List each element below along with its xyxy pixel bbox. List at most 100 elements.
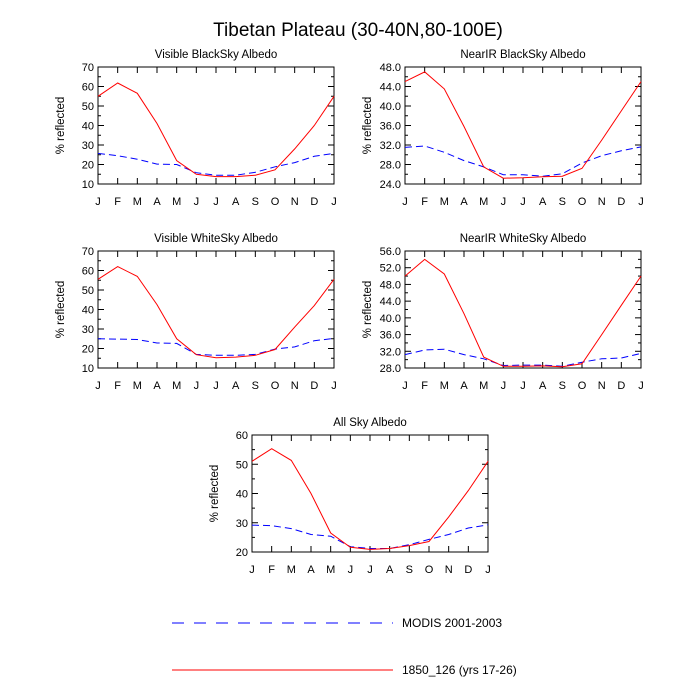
x-tick-label: M [133,380,142,392]
y-axis-label: % reflected [209,465,221,523]
x-tick-label: N [291,196,299,208]
plot-frame [404,250,642,369]
y-axis-label: % reflected [362,97,374,155]
panel-title: All Sky Albedo [333,417,407,429]
x-tick-label: N [445,564,453,576]
series-line-modis [97,152,335,176]
x-tick-label: F [114,196,121,208]
x-tick-label: A [232,196,240,208]
series-line-modis [404,145,642,177]
panel-title: Visible BlackSky Albedo [155,49,278,61]
y-tick-label: 44.0 [380,82,401,94]
x-tick-label: M [440,380,449,392]
x-tick-label: M [172,380,181,392]
series-line-modis [251,524,489,549]
x-tick-label: S [559,196,566,208]
x-tick-label: A [307,564,315,576]
x-tick-label: J [520,196,526,208]
panel-title: Visible WhiteSky Albedo [154,233,278,245]
y-tick-label: 36.0 [380,121,401,133]
y-axis-label: % reflected [55,97,67,155]
x-tick-label: F [114,380,121,392]
figure-title: Tibetan Plateau (30-40N,80-100E) [213,20,503,41]
x-tick-label: F [421,196,428,208]
plot-frame [97,66,335,185]
series-line-modis [404,348,642,367]
x-tick-label: J [213,196,219,208]
x-tick-label: J [95,196,101,208]
x-tick-label: M [479,196,488,208]
y-tick-label: 50 [236,459,248,471]
x-tick-label: J [331,196,337,208]
legend: MODIS 2001-2003 1850_126 (yrs 17-26) [172,616,517,677]
x-tick-label: N [598,196,606,208]
legend-label-1: 1850_126 (yrs 17-26) [402,663,517,677]
x-tick-label: A [460,380,468,392]
x-tick-label: S [406,564,413,576]
x-tick-label: D [464,564,472,576]
y-tick-label: 50 [82,285,94,297]
x-tick-label: J [501,380,507,392]
y-tick-label: 30 [82,324,94,336]
x-tick-label: A [153,196,161,208]
y-tick-label: 30 [236,518,248,530]
y-tick-label: 40 [82,305,94,317]
x-tick-label: N [598,380,606,392]
y-tick-label: 50 [82,101,94,113]
y-tick-label: 10 [82,179,94,191]
y-tick-label: 40.0 [380,101,401,113]
y-tick-label: 70 [82,62,94,74]
x-tick-label: N [291,380,299,392]
x-tick-label: J [638,380,644,392]
x-tick-label: J [485,564,491,576]
series-line-model [97,82,335,178]
x-tick-label: S [559,380,566,392]
x-tick-label: J [331,380,337,392]
x-tick-label: J [194,380,200,392]
y-tick-label: 20 [82,160,94,172]
y-axis-label: % reflected [362,281,374,339]
plot-frame [251,434,489,553]
x-tick-label: A [539,380,547,392]
series-line-model [404,71,642,179]
series-line-modis [97,337,335,356]
y-tick-label: 60 [82,82,94,94]
x-tick-label: S [252,196,259,208]
x-tick-label: J [95,380,101,392]
y-tick-label: 56.0 [380,246,401,258]
y-tick-label: 48.0 [380,62,401,74]
x-tick-label: M [287,564,296,576]
series-line-model [251,448,489,550]
y-tick-label: 30 [82,140,94,152]
legend-label-0: MODIS 2001-2003 [402,616,502,630]
y-tick-label: 40 [82,121,94,133]
x-tick-label: M [172,196,181,208]
y-tick-label: 70 [82,246,94,258]
x-tick-label: A [232,380,240,392]
x-tick-label: M [479,380,488,392]
x-tick-label: J [402,380,408,392]
y-tick-label: 32.0 [380,140,401,152]
x-tick-label: A [153,380,161,392]
x-tick-label: O [578,380,587,392]
x-tick-label: F [421,380,428,392]
y-tick-label: 24.0 [380,179,401,191]
x-tick-label: F [268,564,275,576]
series-line-model [97,266,335,359]
y-tick-label: 44.0 [380,296,401,308]
series-line-model [404,258,642,368]
x-tick-label: J [501,196,507,208]
x-tick-label: A [539,196,547,208]
x-tick-label: O [578,196,587,208]
y-tick-label: 20 [82,344,94,356]
x-tick-label: J [402,196,408,208]
panel-title: NearIR BlackSky Albedo [460,49,585,61]
x-tick-label: M [133,196,142,208]
y-tick-label: 60 [82,266,94,278]
x-tick-label: D [617,380,625,392]
x-tick-label: M [326,564,335,576]
y-tick-label: 32.0 [380,346,401,358]
